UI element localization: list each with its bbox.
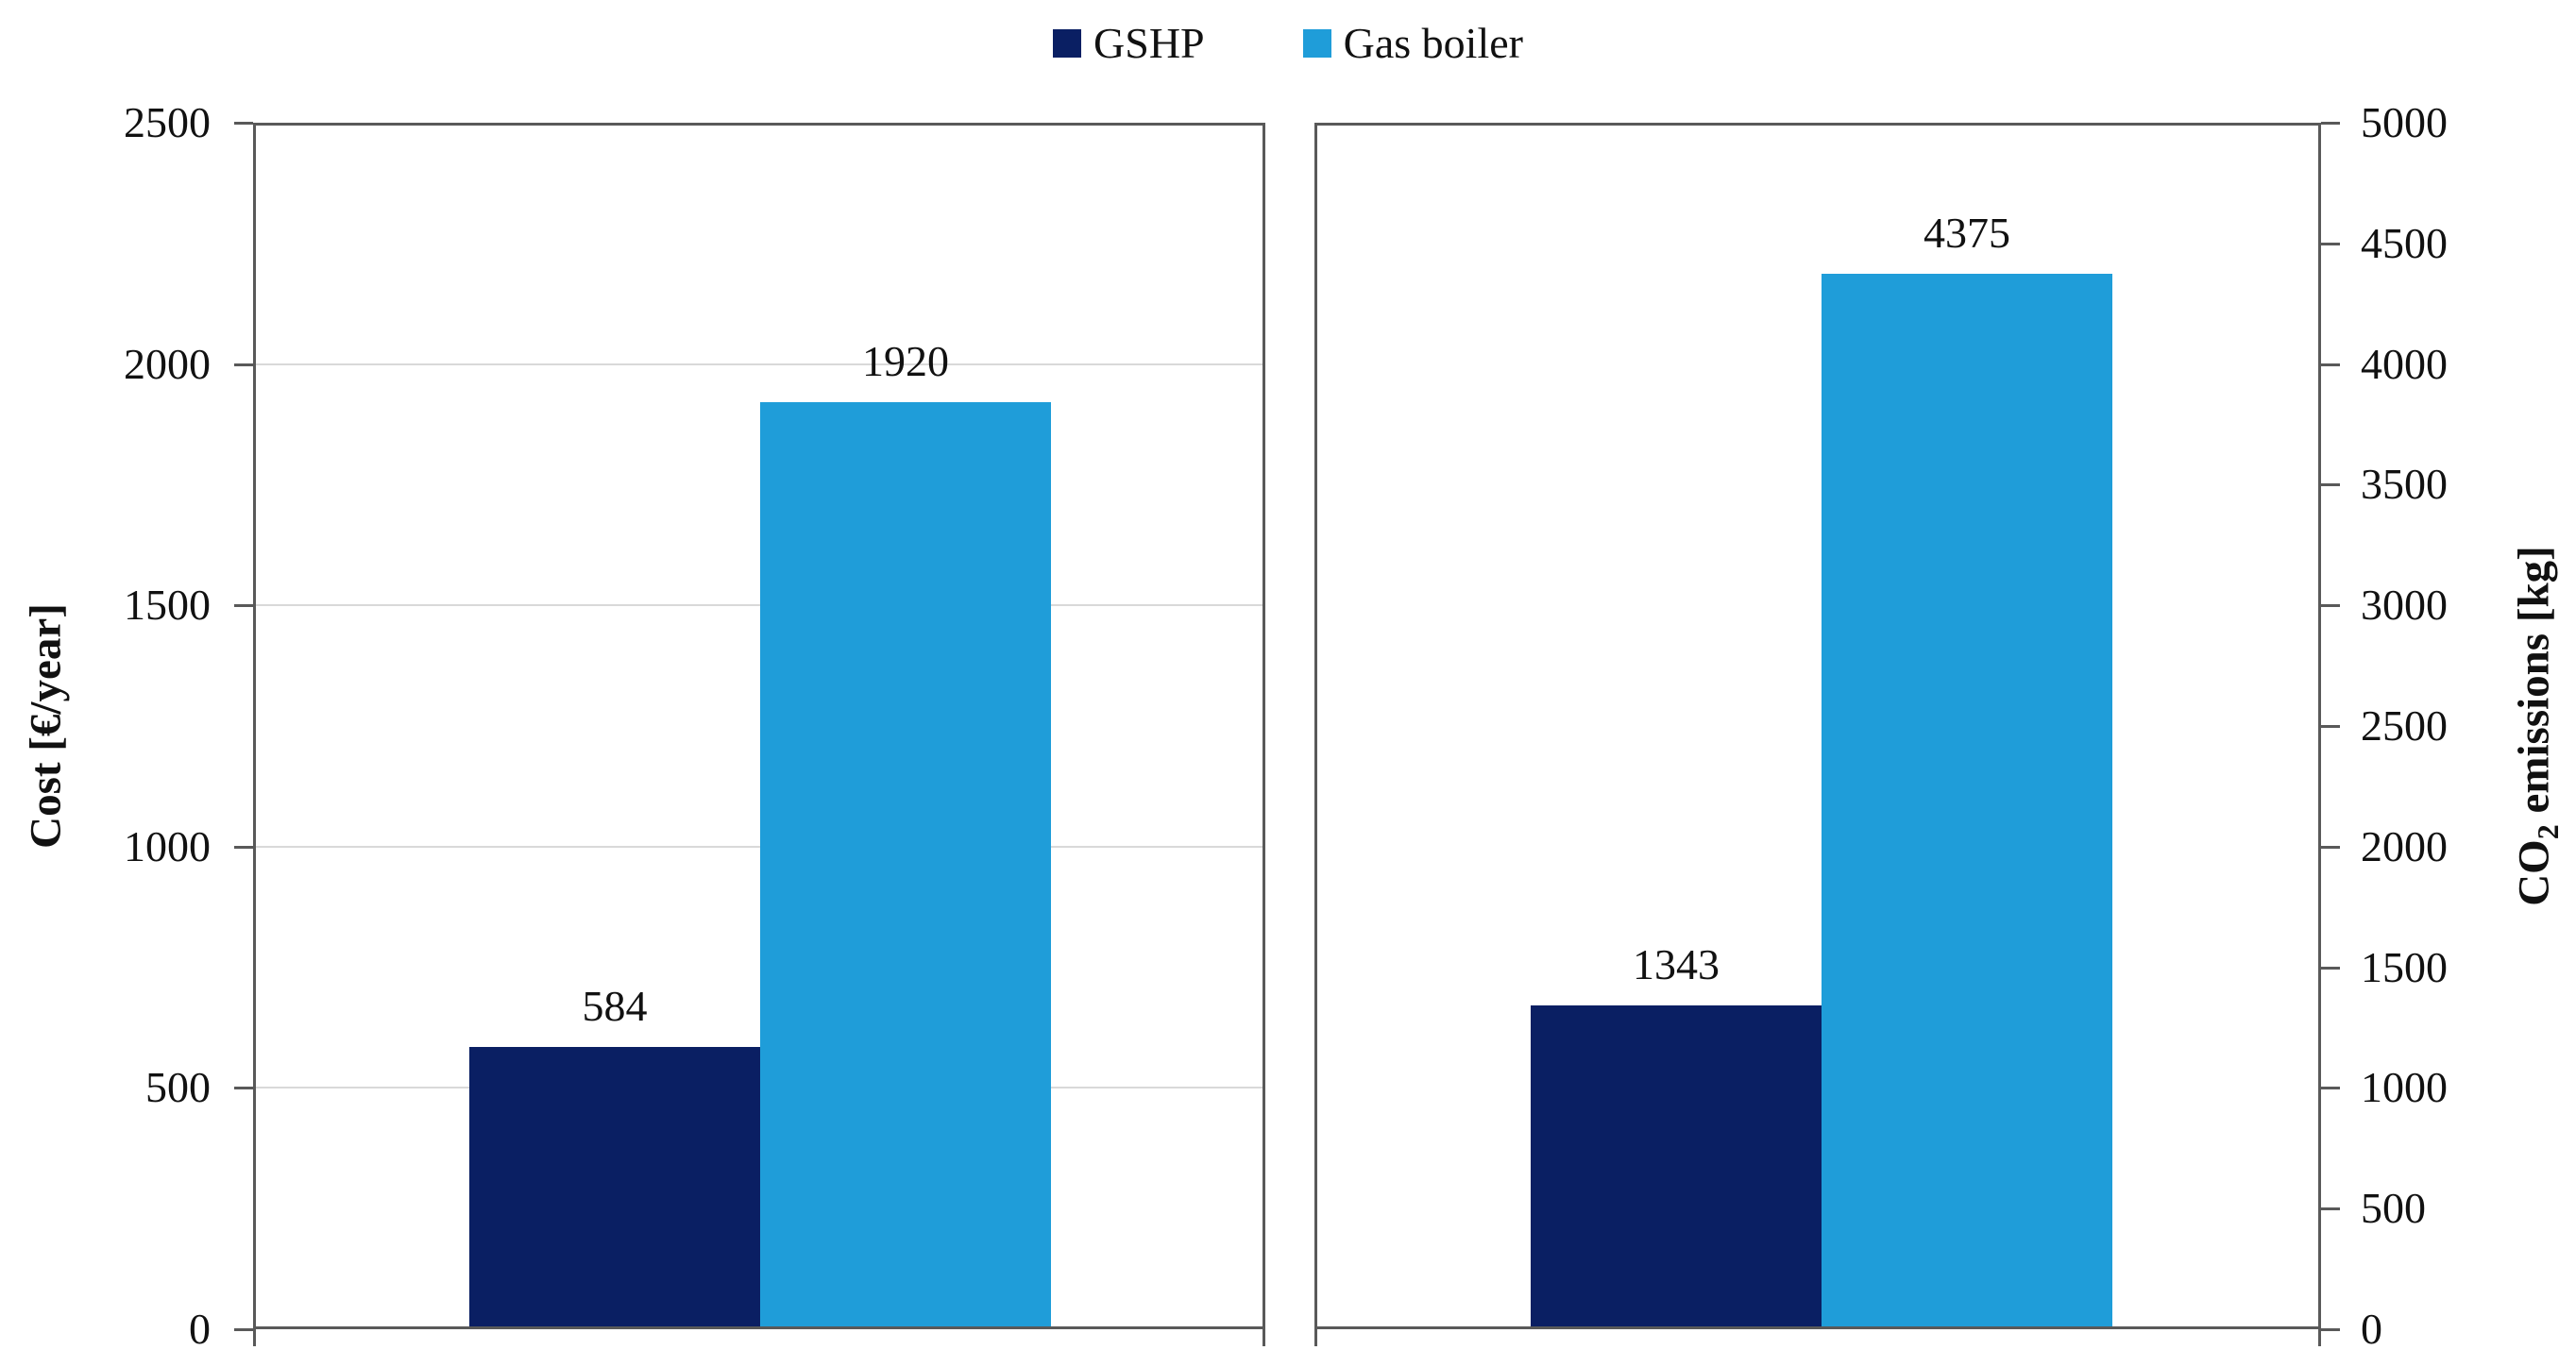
y-tick-co2-2000 — [2321, 845, 2340, 849]
y-tick-label-co2-5000: 5000 — [2361, 98, 2448, 146]
right-y-axis-title-prefix: CO — [2509, 839, 2559, 906]
y-tick-label-co2-1000: 1000 — [2361, 1063, 2448, 1112]
y-tick-co2-1500 — [2321, 966, 2340, 970]
y-tick-co2-5000 — [2321, 122, 2340, 125]
y-tick-label-cost-1500: 1500 — [124, 581, 211, 630]
y-tick-cost-2000 — [234, 363, 253, 366]
y-tick-co2-0 — [2321, 1328, 2340, 1331]
legend-item-gas-boiler: Gas boiler — [1302, 17, 1523, 69]
bar-cost-gas-boiler — [760, 402, 1051, 1329]
y-tick-label-cost-1000: 1000 — [124, 821, 211, 870]
legend-swatch-gas-boiler-icon — [1302, 28, 1331, 58]
right-y-axis-title-suffix: emissions [kg] — [2509, 546, 2559, 825]
y-tick-label-co2-1500: 1500 — [2361, 942, 2448, 991]
bar-co2-gshp — [1531, 1005, 1822, 1329]
left-y-axis-title-text: Cost [€/year] — [21, 603, 71, 849]
legend-label-gshp: GSHP — [1093, 19, 1205, 67]
bar-value-label-co2-gshp: 1343 — [1633, 940, 1720, 988]
right-y-axis-title-subscript: 2 — [2530, 824, 2565, 840]
legend-swatch-gshp-icon — [1053, 28, 1082, 58]
y-tick-cost-0 — [234, 1328, 253, 1331]
y-tick-co2-4500 — [2321, 242, 2340, 245]
y-tick-cost-1500 — [234, 604, 253, 608]
y-tick-label-co2-3500: 3500 — [2361, 460, 2448, 509]
y-tick-label-co2-4500: 4500 — [2361, 218, 2448, 267]
x-axis-stub-co2-1 — [2318, 1329, 2321, 1346]
y-tick-co2-3000 — [2321, 604, 2340, 608]
y-tick-co2-1000 — [2321, 1087, 2340, 1090]
x-axis-stub-co2-0 — [1314, 1329, 1317, 1346]
panel-frame-co2 — [1314, 123, 2321, 1329]
y-tick-label-co2-500: 500 — [2361, 1184, 2426, 1233]
y-tick-co2-4000 — [2321, 363, 2340, 366]
chart-legend: GSHP Gas boiler — [0, 17, 2576, 69]
y-tick-co2-500 — [2321, 1207, 2340, 1211]
y-tick-cost-500 — [234, 1087, 253, 1090]
y-tick-label-co2-0: 0 — [2361, 1305, 2382, 1353]
bar-co2-gas-boiler — [1822, 274, 2112, 1329]
y-tick-co2-2500 — [2321, 725, 2340, 728]
x-axis-stub-cost-0 — [253, 1329, 256, 1346]
y-tick-label-co2-3000: 3000 — [2361, 581, 2448, 630]
bar-value-label-cost-gas-boiler: 1920 — [862, 337, 949, 385]
y-tick-cost-1000 — [234, 845, 253, 849]
bar-cost-gshp — [469, 1047, 760, 1329]
y-tick-label-co2-2500: 2500 — [2361, 701, 2448, 750]
y-tick-label-cost-2500: 2500 — [124, 98, 211, 146]
y-tick-label-cost-0: 0 — [189, 1305, 211, 1353]
y-tick-label-cost-2000: 2000 — [124, 339, 211, 388]
panel-frame-cost — [253, 123, 1265, 1329]
gridline-cost-1000 — [256, 845, 1263, 848]
y-tick-cost-2500 — [234, 122, 253, 125]
bar-value-label-cost-gshp: 584 — [582, 982, 648, 1030]
y-tick-label-co2-4000: 4000 — [2361, 339, 2448, 388]
right-y-axis-title: CO2 emissions [kg] — [2509, 546, 2565, 906]
bar-value-label-co2-gas-boiler: 4375 — [1924, 209, 2010, 257]
x-axis-stub-cost-1 — [1263, 1329, 1265, 1346]
y-tick-label-co2-2000: 2000 — [2361, 821, 2448, 870]
legend-label-gas-boiler: Gas boiler — [1343, 19, 1523, 67]
gridline-cost-2000 — [256, 363, 1263, 365]
y-tick-label-cost-500: 500 — [145, 1063, 211, 1112]
legend-item-gshp: GSHP — [1053, 17, 1205, 69]
left-y-axis-title: Cost [€/year] — [21, 603, 71, 849]
y-tick-co2-3500 — [2321, 483, 2340, 487]
gridline-cost-1500 — [256, 604, 1263, 607]
